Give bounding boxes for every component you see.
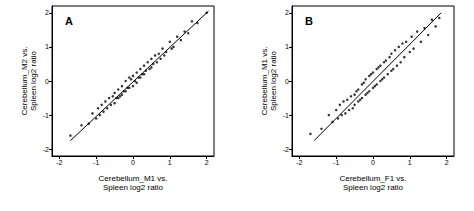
svg-text:Spleen log2 ratio: Spleen log2 ratio (343, 183, 404, 192)
svg-text:-1: -1 (43, 112, 49, 119)
svg-text:Spleen log2 ratio: Spleen log2 ratio (103, 183, 164, 192)
svg-text:2: 2 (45, 9, 49, 16)
svg-text:0: 0 (45, 78, 49, 85)
svg-text:1: 1 (285, 43, 289, 50)
svg-text:0: 0 (371, 159, 375, 166)
svg-text:B: B (305, 15, 313, 27)
svg-text:1: 1 (45, 43, 49, 50)
svg-text:Cerebellum_M2 vs.: Cerebellum_M2 vs. (20, 47, 29, 116)
svg-text:-1: -1 (93, 159, 99, 166)
svg-text:Cerebellum_F1 vs.: Cerebellum_F1 vs. (339, 174, 406, 183)
svg-text:Cerebellum_M1 vs.: Cerebellum_M1 vs. (99, 174, 168, 183)
svg-text:1: 1 (408, 159, 412, 166)
svg-text:Spleen log2 ratio: Spleen log2 ratio (269, 50, 278, 111)
svg-text:-2: -2 (56, 159, 62, 166)
svg-text:Cerebellum_M1 vs.: Cerebellum_M1 vs. (260, 47, 269, 116)
svg-text:2: 2 (205, 159, 209, 166)
svg-text:0: 0 (285, 78, 289, 85)
svg-text:2: 2 (445, 159, 449, 166)
svg-text:-2: -2 (296, 159, 302, 166)
svg-text:-1: -1 (333, 159, 339, 166)
svg-text:-1: -1 (283, 112, 289, 119)
svg-text:A: A (65, 15, 73, 27)
svg-text:Spleen log2 ratio: Spleen log2 ratio (29, 50, 38, 111)
svg-text:0: 0 (131, 159, 135, 166)
svg-text:-2: -2 (283, 146, 289, 153)
svg-text:1: 1 (168, 159, 172, 166)
svg-text:2: 2 (285, 9, 289, 16)
svg-text:-2: -2 (43, 146, 49, 153)
